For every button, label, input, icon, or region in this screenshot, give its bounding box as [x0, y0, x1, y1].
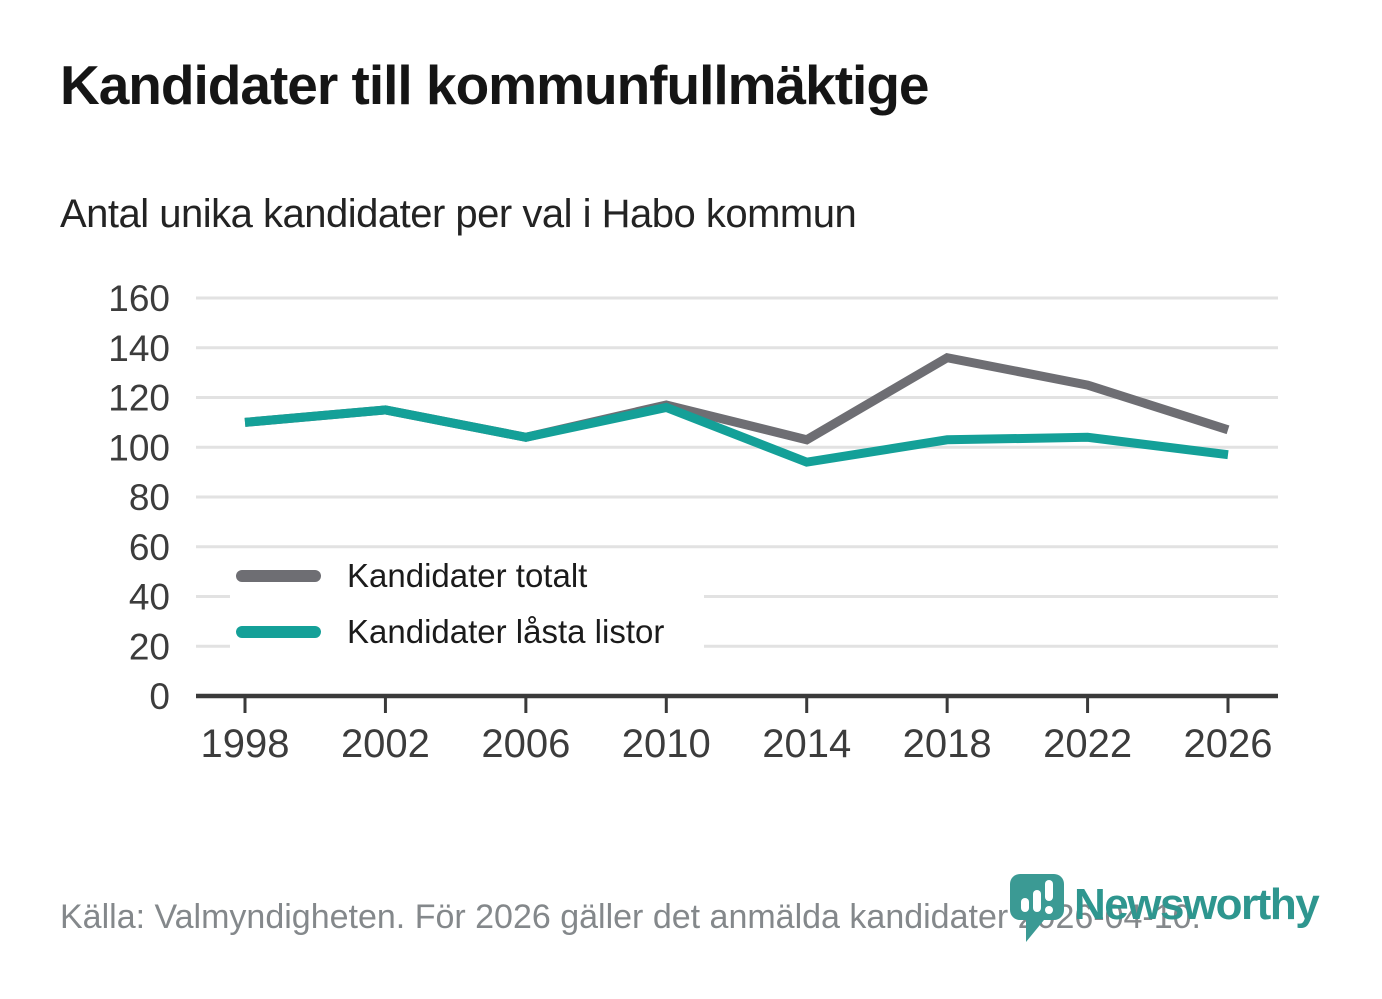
x-axis-tick-label: 2010 [622, 722, 711, 766]
x-axis-tick-label: 2006 [481, 722, 570, 766]
legend-label: Kandidater totalt [347, 556, 588, 594]
x-axis-tick-label: 2014 [762, 722, 851, 766]
y-axis-tick-label: 100 [108, 427, 170, 468]
newsworthy-pin-icon [1010, 874, 1064, 942]
y-axis-tick-label: 140 [108, 328, 170, 369]
legend-item: Kandidater låsta listor [236, 608, 664, 655]
x-axis-tick-label: 1998 [201, 722, 290, 766]
legend-label: Kandidater låsta listor [347, 612, 665, 650]
y-axis-tick-label: 60 [129, 527, 170, 568]
page-subtitle: Antal unika kandidater per val i Habo ko… [60, 192, 857, 236]
y-axis-tick-label: 0 [149, 676, 170, 717]
x-axis-tick-label: 2018 [903, 722, 992, 766]
legend-item: Kandidater totalt [236, 552, 664, 599]
x-axis-tick-label: 2002 [341, 722, 430, 766]
x-axis-tick-label: 2022 [1043, 722, 1132, 766]
x-axis-tick-label: 2026 [1184, 722, 1273, 766]
y-axis-tick-label: 160 [108, 278, 170, 319]
y-axis-tick-label: 40 [129, 577, 170, 618]
legend-swatch [236, 569, 321, 582]
newsworthy-logo: Newsworthy [1010, 874, 1320, 942]
series-line-1 [244, 402, 1229, 467]
y-axis-tick-label: 80 [129, 477, 170, 518]
chart-legend: Kandidater totalt Kandidater låsta listor [230, 550, 705, 661]
newsworthy-logo-text: Newsworthy [1074, 880, 1320, 929]
y-axis-tick-label: 20 [129, 626, 170, 667]
y-axis-tick-label: 120 [108, 378, 170, 419]
page-title: Kandidater till kommunfullmäktige [60, 54, 930, 116]
legend-swatch [236, 625, 321, 638]
